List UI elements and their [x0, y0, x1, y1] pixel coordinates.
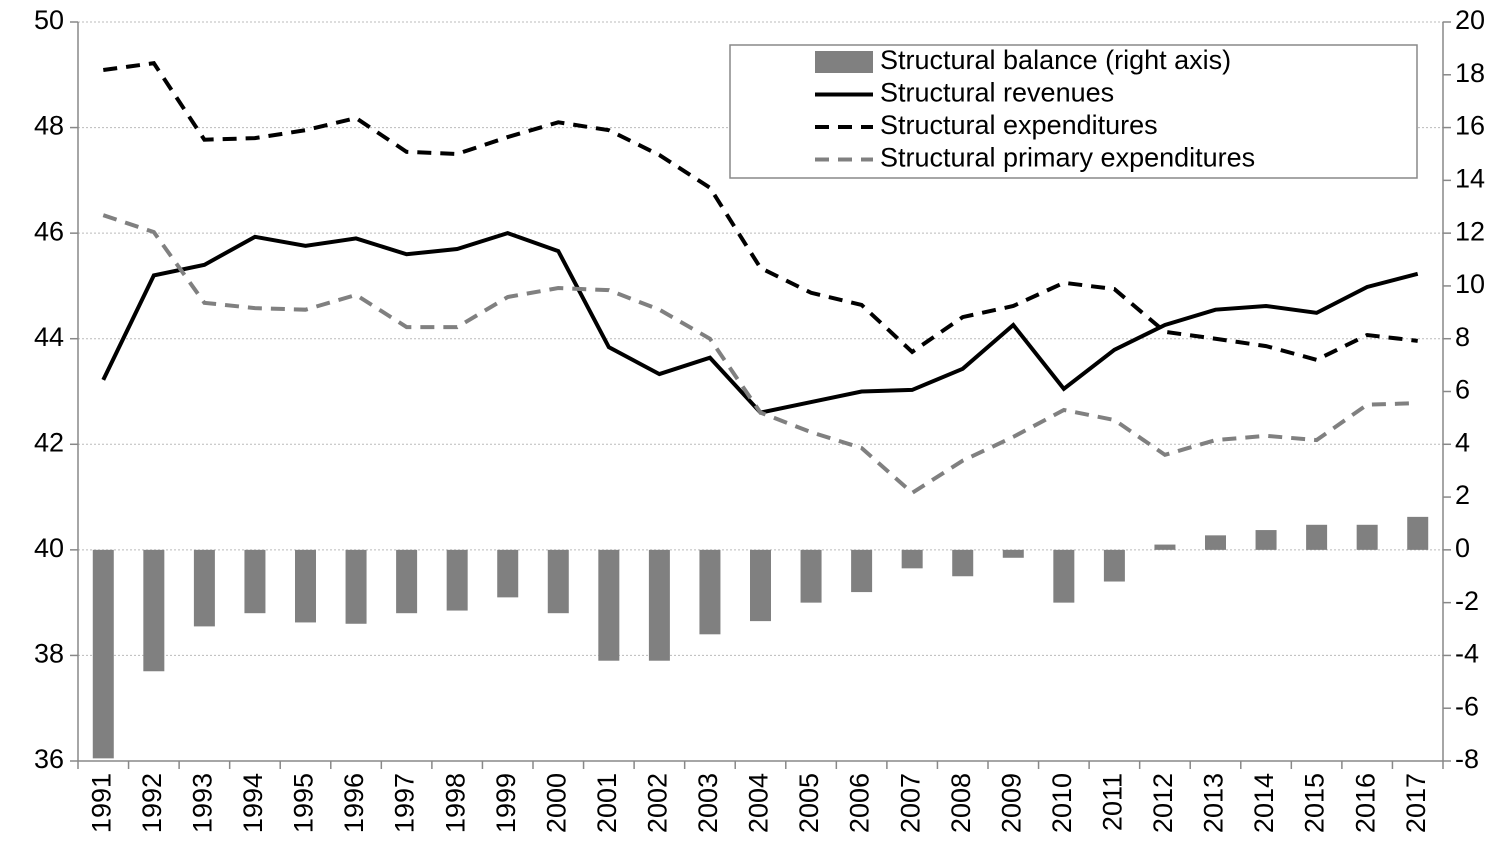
bar	[547, 549, 569, 614]
y2-tick-label: 16	[1455, 111, 1485, 141]
y2-tick-label: 0	[1455, 533, 1470, 563]
x-tick-label: 1997	[390, 773, 420, 833]
x-tick-label: 2012	[1148, 773, 1178, 833]
y2-tick-label: -2	[1455, 586, 1479, 616]
bar	[446, 549, 468, 611]
y2-tick-label: 2	[1455, 480, 1470, 510]
x-tick-label: 1992	[137, 773, 167, 833]
bar	[345, 549, 367, 624]
x-tick-label: 2004	[744, 773, 774, 833]
y-tick-label: 44	[34, 322, 64, 352]
legend-swatch	[815, 51, 873, 73]
x-tick-label: 2017	[1401, 773, 1431, 833]
y-tick-label: 48	[34, 111, 64, 141]
bar	[92, 549, 114, 759]
y-tick-label: 42	[34, 427, 64, 457]
bar	[800, 549, 822, 603]
x-tick-label: 2003	[693, 773, 723, 833]
bar	[1205, 535, 1226, 550]
y2-tick-label: 14	[1455, 163, 1485, 193]
bar	[699, 549, 721, 635]
x-tick-label: 2016	[1350, 773, 1380, 833]
bar	[1002, 549, 1024, 558]
x-tick-label: 2006	[845, 773, 875, 833]
bar	[851, 549, 873, 593]
y2-tick-label: 12	[1455, 216, 1485, 246]
x-tick-label: 2005	[794, 773, 824, 833]
y2-tick-label: -6	[1455, 691, 1479, 721]
bar	[1154, 544, 1176, 550]
y2-tick-label: 18	[1455, 58, 1485, 88]
x-tick-label: 2010	[1047, 773, 1077, 833]
x-tick-label: 1998	[440, 773, 470, 833]
y-tick-label: 46	[34, 216, 64, 246]
y2-tick-label: 10	[1455, 269, 1485, 299]
x-tick-label: 2015	[1300, 773, 1330, 833]
x-tick-label: 2002	[643, 773, 673, 833]
y2-tick-label: -4	[1455, 639, 1479, 669]
x-tick-label: 2001	[592, 773, 622, 833]
x-tick-label: 1994	[238, 773, 268, 833]
y2-tick-label: 20	[1455, 5, 1485, 35]
x-tick-label: 1993	[188, 773, 218, 833]
legend-label: Structural expenditures	[880, 110, 1158, 140]
bar	[244, 549, 266, 614]
bar	[1356, 524, 1378, 550]
bar	[1306, 524, 1328, 550]
bar	[143, 549, 165, 672]
bar	[648, 549, 670, 661]
x-tick-label: 2013	[1199, 773, 1229, 833]
line-series	[103, 61, 1418, 362]
legend-label: Structural revenues	[880, 78, 1114, 108]
x-tick-label: 2009	[996, 773, 1026, 833]
bar	[901, 549, 923, 569]
bar	[193, 549, 215, 627]
x-tick-label: 2000	[541, 773, 571, 833]
bar	[1103, 549, 1125, 582]
y-tick-label: 38	[34, 639, 64, 669]
x-tick-label: 1996	[339, 773, 369, 833]
x-tick-label: 1999	[491, 773, 521, 833]
x-tick-label: 2008	[946, 773, 976, 833]
x-tick-label: 1995	[289, 773, 319, 833]
y-tick-label: 36	[34, 744, 64, 774]
y-tick-label: 50	[34, 5, 64, 35]
bar	[497, 549, 519, 598]
legend-label: Structural primary expenditures	[880, 143, 1255, 173]
x-tick-label: 1991	[86, 773, 116, 833]
line-series	[101, 231, 1419, 415]
line-series	[102, 213, 1418, 496]
y2-tick-label: 4	[1455, 427, 1470, 457]
bar	[1053, 549, 1075, 603]
legend-label: Structural balance (right axis)	[880, 45, 1231, 75]
bar	[295, 549, 316, 623]
x-tick-label: 2011	[1098, 773, 1128, 831]
y2-tick-label: 8	[1455, 322, 1470, 352]
bar	[1407, 516, 1429, 550]
y-tick-label: 40	[34, 533, 64, 563]
bar	[396, 549, 418, 614]
bar	[1255, 530, 1277, 550]
bar	[750, 549, 771, 622]
y2-tick-label: -8	[1455, 744, 1479, 774]
y2-tick-label: 6	[1455, 375, 1470, 405]
x-tick-label: 2007	[895, 773, 925, 833]
bar	[952, 549, 974, 577]
x-tick-label: 2014	[1249, 773, 1279, 833]
bar	[598, 549, 620, 661]
